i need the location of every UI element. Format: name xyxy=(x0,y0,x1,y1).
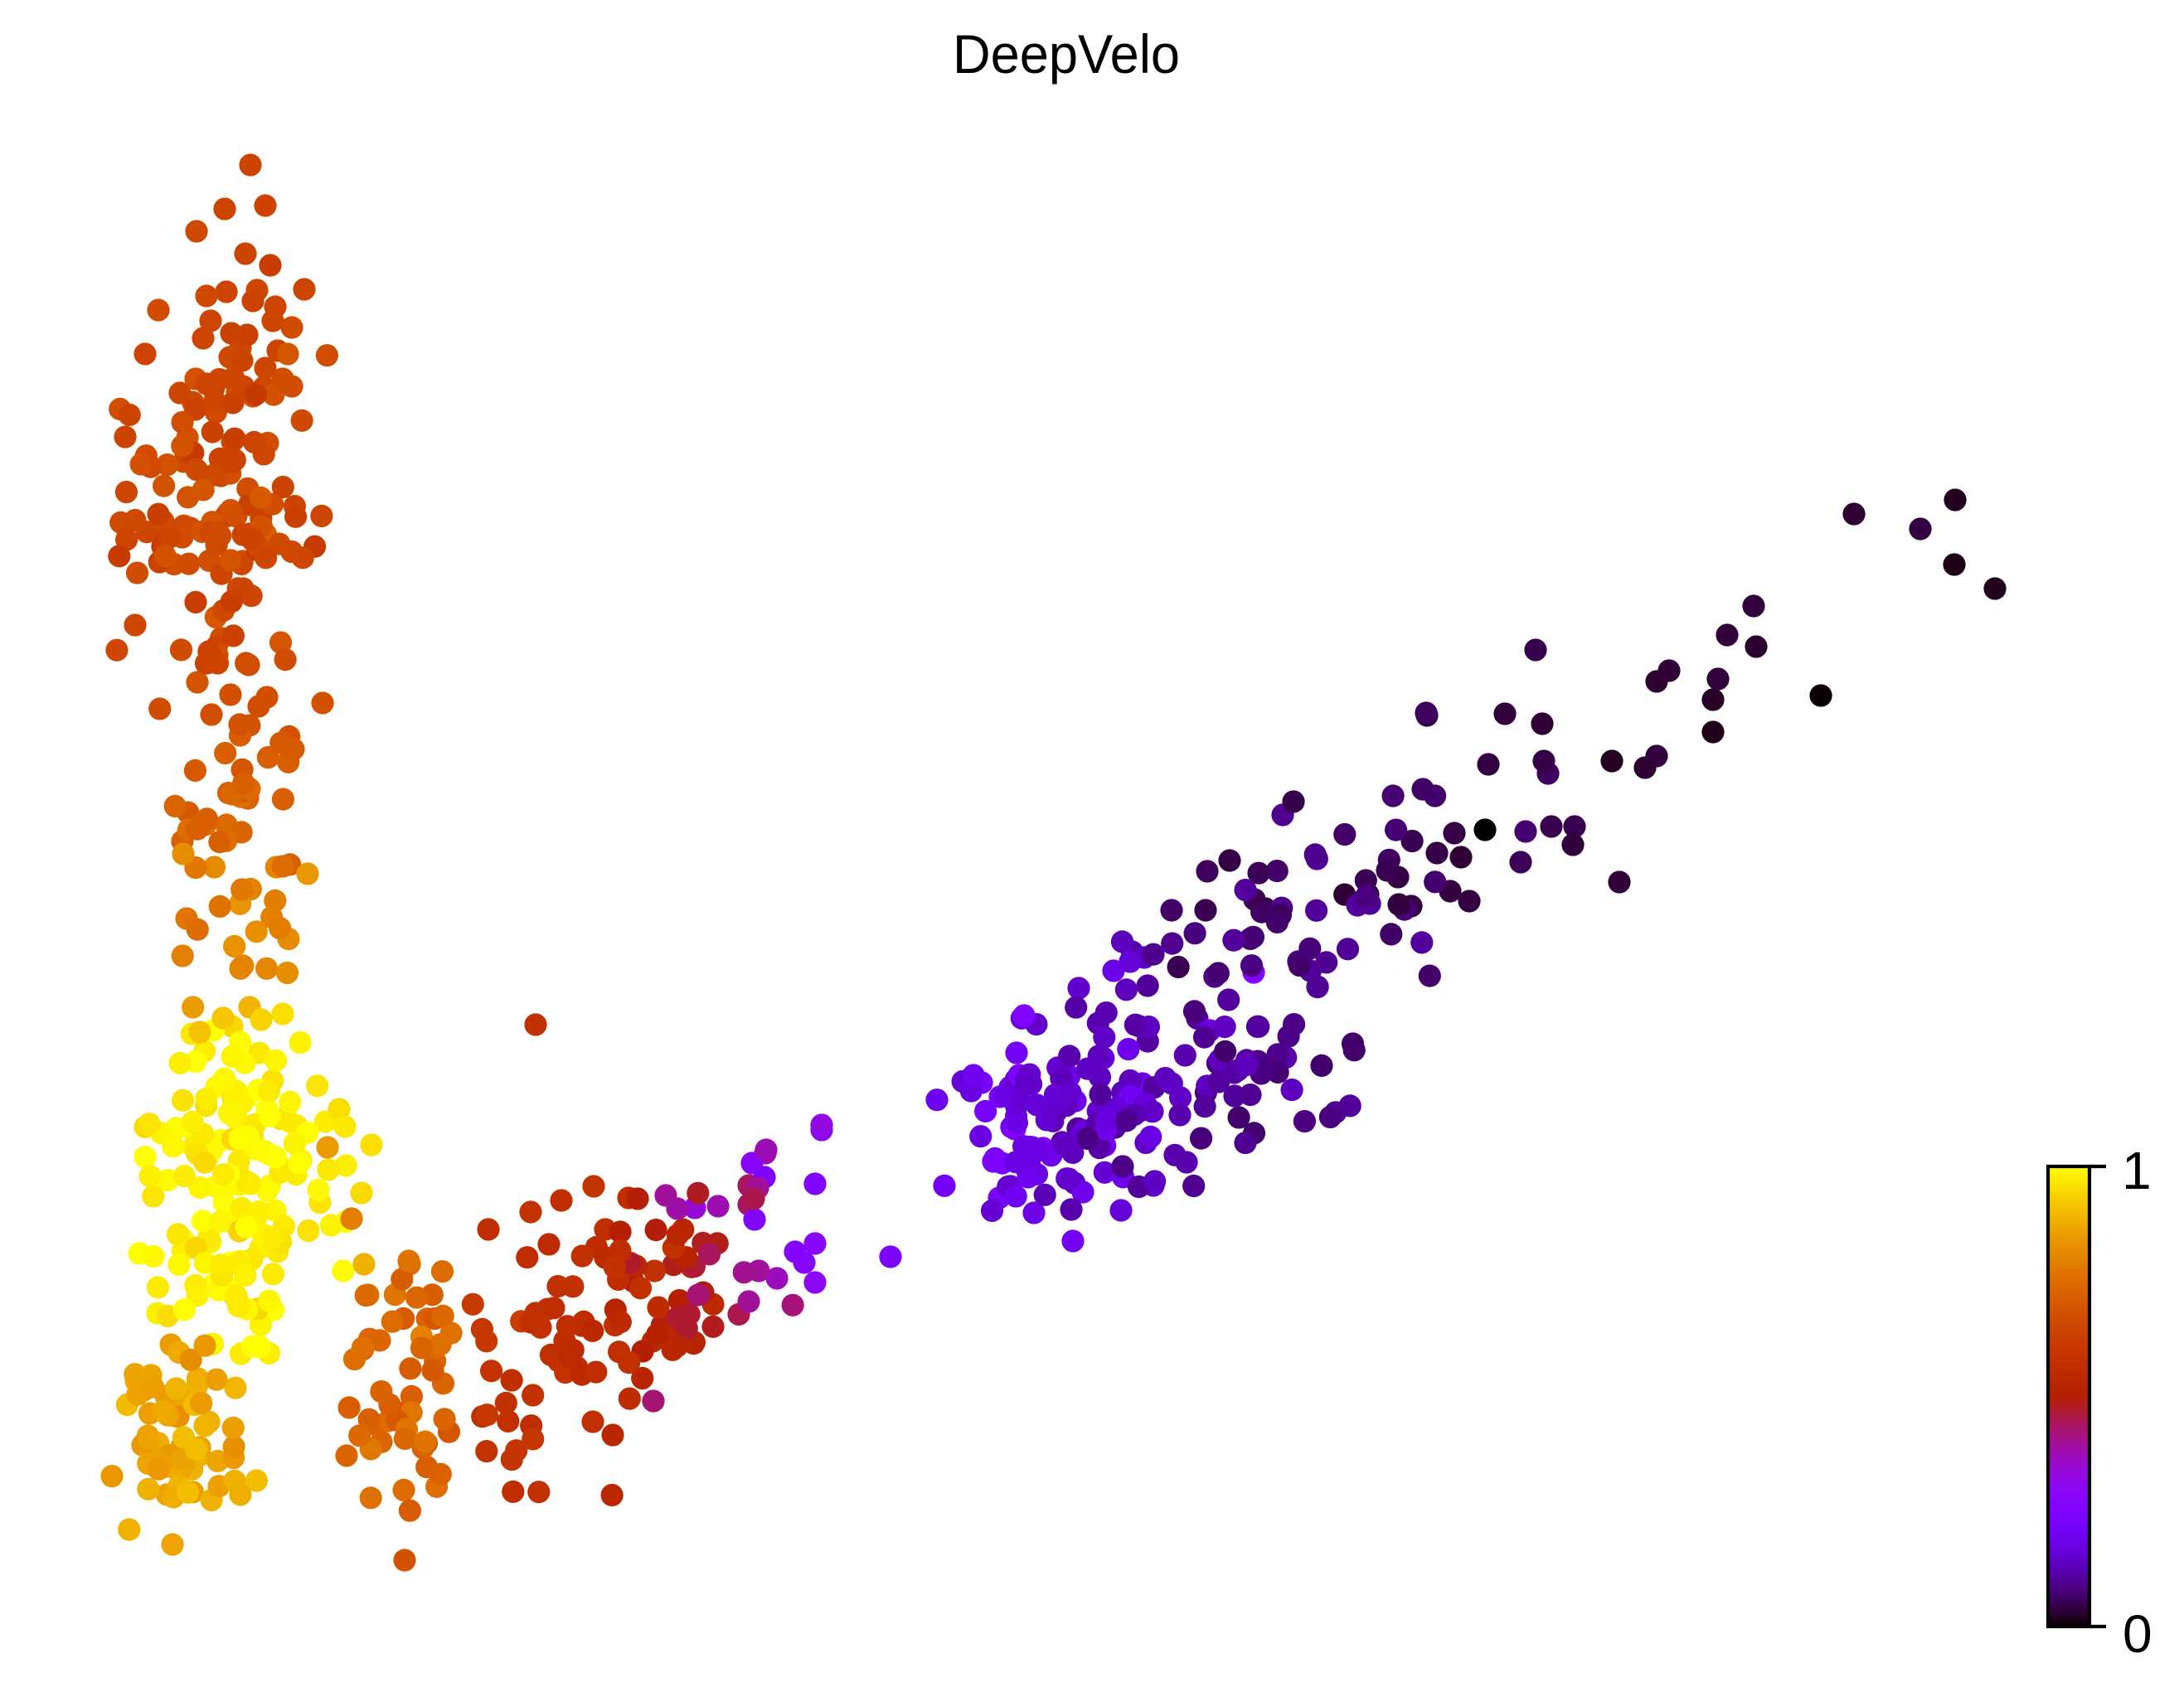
svg-text:1: 1 xyxy=(2122,1141,2152,1200)
svg-text:0: 0 xyxy=(2123,1604,2152,1664)
svg-text:DeepVelo: DeepVelo xyxy=(953,23,1180,85)
